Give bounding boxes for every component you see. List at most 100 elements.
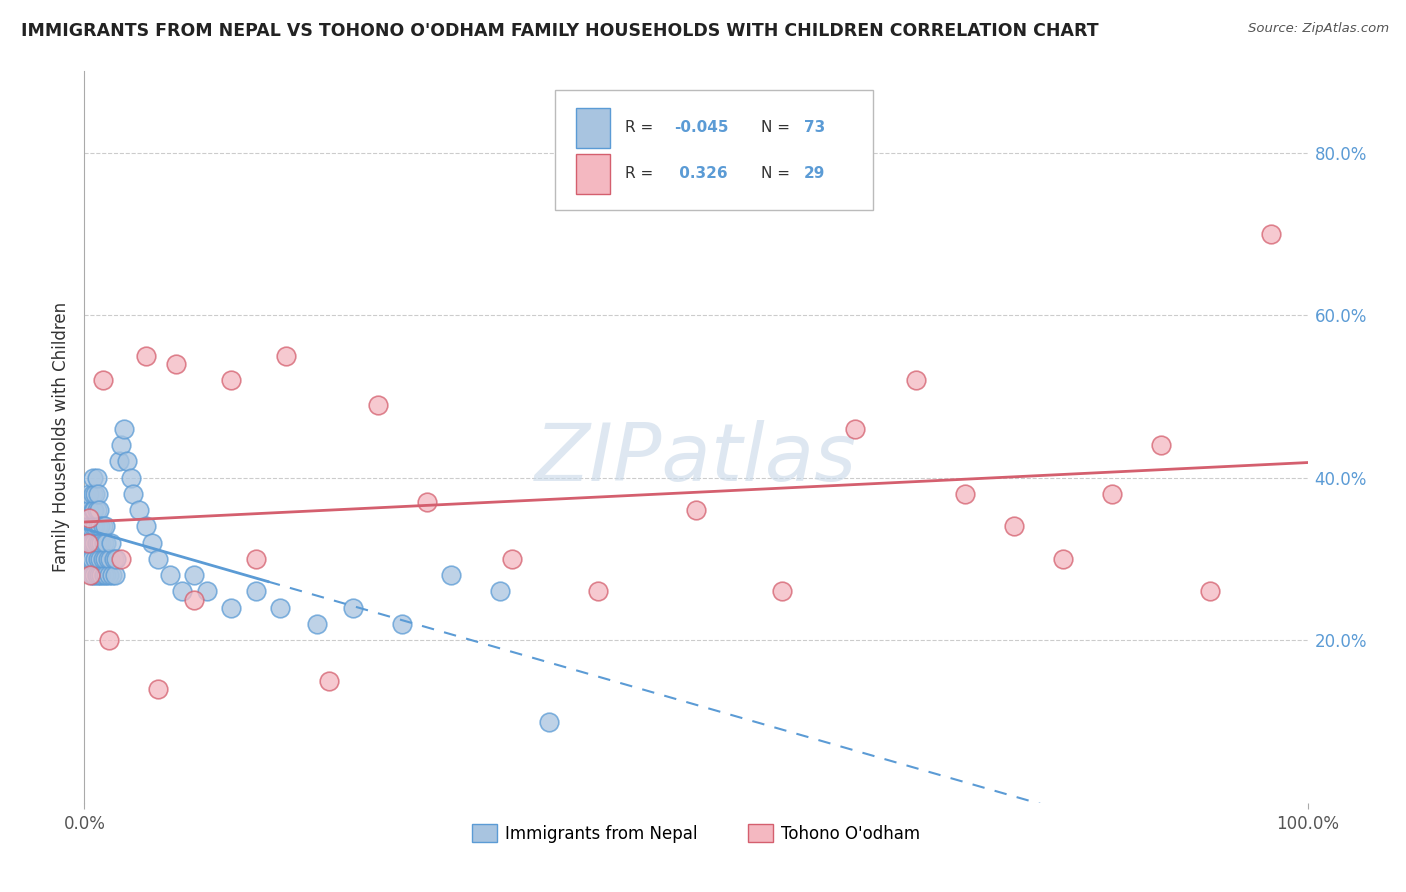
Text: ZIPatlas: ZIPatlas [534,420,858,498]
Point [89,519,111,533]
Point [98,552,121,566]
Point [86,471,108,485]
Point [159,568,181,582]
Point [82,471,104,485]
Point [89,552,111,566]
Point [276,349,298,363]
Point [135,519,157,533]
Point [416,495,439,509]
Point [1052,552,1074,566]
Text: 29: 29 [804,166,825,181]
Point [128,503,150,517]
Point [86,503,108,517]
Point [93,535,115,549]
Point [120,471,142,485]
Point [318,673,340,688]
Text: N =: N = [761,166,794,181]
Point [76,535,98,549]
Point [91,519,114,533]
Point [367,398,389,412]
Point [269,600,291,615]
Point [79,552,101,566]
Point [97,552,120,566]
Point [87,519,110,533]
Point [440,568,463,582]
Legend: Immigrants from Nepal, Tohono O'odham: Immigrants from Nepal, Tohono O'odham [465,818,927,849]
Point [79,568,101,582]
Text: 0.326: 0.326 [673,166,727,181]
Point [183,592,205,607]
Point [844,422,866,436]
Text: 73: 73 [804,120,825,136]
Point [83,568,105,582]
Point [84,552,107,566]
Point [84,519,107,533]
Text: R =: R = [626,166,658,181]
Point [1198,584,1220,599]
Point [122,487,145,501]
Point [219,373,242,387]
Point [91,373,114,387]
Point [77,535,100,549]
Point [100,535,122,549]
Point [342,600,364,615]
Point [77,519,100,533]
Point [96,535,118,549]
Point [1002,519,1025,533]
Point [112,422,135,436]
Point [135,349,157,363]
Point [146,681,169,696]
Point [77,503,100,517]
Point [1150,438,1173,452]
Point [104,568,127,582]
Point [77,511,100,525]
Text: N =: N = [761,120,794,136]
Point [80,568,103,582]
Point [195,584,218,599]
Point [245,552,267,566]
Point [1101,487,1123,501]
Point [105,552,128,566]
Point [83,535,105,549]
Text: -0.045: -0.045 [673,120,728,136]
Point [82,503,104,517]
Point [90,568,112,582]
Point [101,568,124,582]
Point [96,568,118,582]
Point [219,600,242,615]
Point [87,487,110,501]
FancyBboxPatch shape [555,90,873,211]
Point [110,552,132,566]
Point [97,633,120,648]
Text: Source: ZipAtlas.com: Source: ZipAtlas.com [1249,22,1389,36]
Point [79,535,101,549]
Point [79,519,101,533]
Y-axis label: Family Households with Children: Family Households with Children [52,302,70,572]
Point [86,535,108,549]
Point [87,552,110,566]
Point [82,519,104,533]
Point [770,584,793,599]
Text: IMMIGRANTS FROM NEPAL VS TOHONO O'ODHAM FAMILY HOUSEHOLDS WITH CHILDREN CORRELAT: IMMIGRANTS FROM NEPAL VS TOHONO O'ODHAM … [21,22,1098,40]
Point [82,487,104,501]
Point [165,357,187,371]
Point [305,617,328,632]
Bar [576,108,610,148]
Point [103,552,125,566]
Point [115,454,138,468]
Point [86,568,108,582]
Point [245,584,267,599]
Point [91,552,114,566]
Point [80,535,103,549]
Point [94,552,117,566]
Point [141,535,163,549]
Point [685,503,707,517]
Text: R =: R = [626,120,658,136]
Point [489,584,512,599]
Point [953,487,976,501]
Point [538,714,561,729]
Bar [576,154,610,194]
Point [586,584,609,599]
Point [391,617,413,632]
Point [87,568,110,582]
